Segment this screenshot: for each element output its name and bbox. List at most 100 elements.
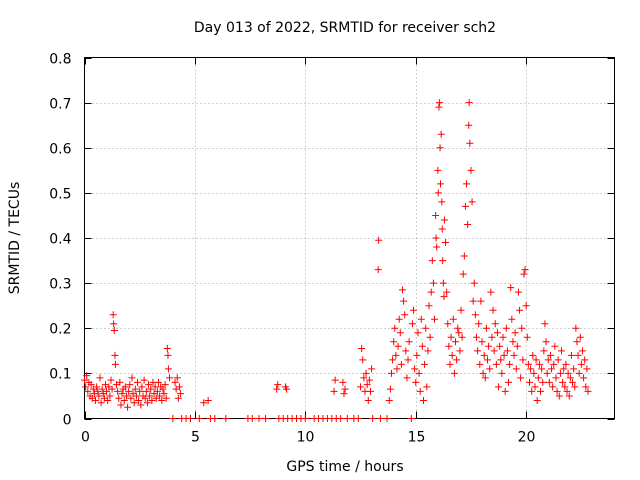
data-point: [158, 396, 166, 404]
data-point: [517, 374, 525, 382]
data-point: [538, 365, 546, 373]
data-point: [368, 365, 376, 373]
data-point: [472, 333, 480, 341]
data-point: [440, 216, 448, 224]
data-point: [425, 302, 433, 310]
data-point: [459, 270, 467, 278]
data-point: [478, 338, 486, 346]
data-point: [127, 394, 135, 402]
data-point: [340, 390, 348, 398]
data-point: [301, 415, 309, 422]
data-point: [511, 329, 519, 337]
data-point: [444, 320, 452, 328]
data-point: [164, 365, 172, 373]
data-point: [140, 376, 148, 384]
y-tick-label: 0.4: [49, 232, 71, 248]
data-point: [582, 383, 590, 391]
data-point: [530, 369, 538, 377]
data-point: [564, 369, 572, 377]
data-point: [432, 211, 440, 219]
data-point: [577, 360, 585, 368]
data-point: [397, 360, 405, 368]
data-point: [448, 351, 456, 359]
x-tick-label: 15: [408, 430, 426, 446]
chart-title: Day 013 of 2022, SRMTID for receiver sch…: [194, 20, 496, 36]
data-point: [387, 369, 395, 377]
data-point: [177, 390, 185, 398]
data-point: [94, 387, 102, 395]
y-axis-label: SRMTID / TECUs: [7, 182, 23, 295]
tick-layer: 0 0.1 0.2 0.3 0.4 0.5 0.6 0.7 0.8 0 5 10 15 20: [49, 52, 615, 446]
data-point: [443, 288, 451, 296]
data-point: [542, 338, 550, 346]
data-point: [383, 415, 391, 422]
data-point: [365, 376, 373, 384]
data-point: [421, 360, 429, 368]
data-point: [475, 320, 483, 328]
data-point: [426, 333, 434, 341]
data-point: [416, 387, 424, 395]
data-point: [436, 180, 444, 188]
data-point: [442, 239, 450, 247]
data-point: [164, 351, 172, 359]
data-point: [516, 306, 524, 314]
data-point: [110, 327, 118, 335]
data-point: [393, 365, 401, 373]
data-point: [434, 189, 442, 197]
data-point: [452, 338, 459, 346]
data-point: [434, 166, 442, 174]
data-point: [519, 356, 527, 364]
data-point: [366, 387, 374, 395]
data-point: [508, 315, 516, 323]
data-point: [584, 387, 592, 395]
data-point: [518, 324, 526, 332]
data-point: [449, 315, 457, 323]
y-tick-label: 0.6: [49, 142, 71, 158]
data-point: [143, 399, 151, 407]
data-point: [87, 381, 95, 389]
points-layer: [81, 99, 592, 422]
data-point: [455, 329, 463, 337]
data-point: [343, 415, 351, 422]
data-point: [464, 220, 472, 228]
data-point: [174, 394, 182, 402]
data-point: [436, 99, 444, 107]
data-point: [523, 333, 531, 341]
data-point: [125, 387, 133, 395]
x-axis-label: GPS time / hours: [286, 459, 403, 475]
data-point: [108, 385, 116, 393]
data-point: [563, 387, 571, 395]
data-point: [401, 311, 409, 319]
data-point: [137, 401, 145, 409]
data-point: [121, 383, 129, 391]
data-point: [402, 347, 410, 355]
data-point: [369, 415, 377, 422]
data-point: [163, 345, 171, 353]
data-point: [107, 376, 115, 384]
data-point: [83, 372, 91, 380]
data-point: [556, 369, 564, 377]
data-point: [551, 342, 559, 350]
data-point: [115, 394, 123, 402]
data-point: [159, 385, 167, 393]
data-point: [103, 387, 111, 395]
data-point: [438, 225, 446, 233]
data-point: [160, 390, 168, 398]
data-point: [396, 329, 404, 337]
data-point: [552, 374, 560, 382]
data-point: [513, 342, 521, 350]
data-point: [187, 415, 194, 422]
data-point: [204, 396, 212, 404]
data-point: [417, 315, 425, 323]
data-point: [481, 374, 489, 382]
data-point: [330, 387, 338, 395]
data-point: [93, 383, 101, 391]
data-point: [135, 396, 143, 404]
data-point: [130, 399, 138, 407]
data-point: [132, 392, 140, 400]
data-point: [581, 356, 589, 364]
data-point: [562, 360, 570, 368]
data-point: [407, 415, 415, 422]
data-point: [134, 378, 141, 386]
data-point: [474, 347, 482, 355]
